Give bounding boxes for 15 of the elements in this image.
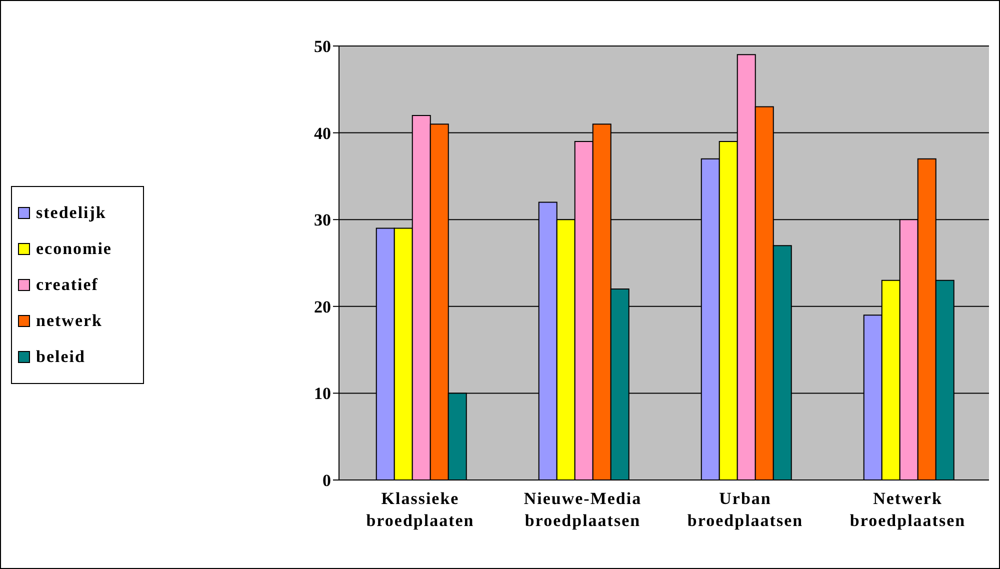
x-tick-label: Netwerk broedplaatsen: [850, 489, 966, 530]
y-tick-label: 30: [314, 210, 331, 230]
legend-label: economie: [36, 238, 112, 258]
y-tick-label: 0: [322, 471, 331, 490]
y-tick-label: 40: [314, 124, 331, 143]
legend-label: netwerk: [36, 310, 102, 330]
legend-label: stedelijk: [36, 202, 106, 222]
y-tick-label: 10: [314, 384, 331, 404]
x-tick-label: Nieuwe-Media broedplaatsen: [524, 489, 642, 530]
y-tick-label: 20: [314, 297, 331, 316]
legend-label: creatief: [36, 274, 98, 294]
y-tick-label: 50: [314, 37, 331, 56]
x-tick-label: Urban broedplaatsen: [687, 489, 804, 530]
x-tick-label: Klassieke broedplaaten: [366, 489, 474, 530]
legend-label: beleid: [36, 346, 86, 366]
